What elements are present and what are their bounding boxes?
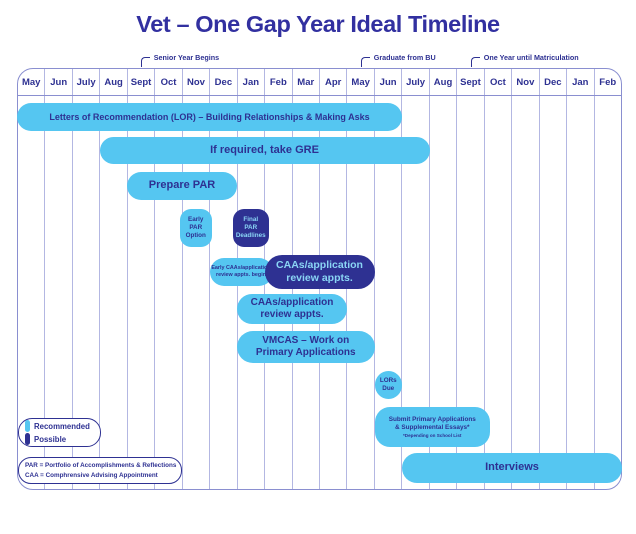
- month-col-6-oct: Oct: [155, 69, 183, 489]
- task-bar-gre: If required, take GRE: [99, 137, 430, 164]
- task-bar-lor: Letters of Recommendation (LOR) – Buildi…: [17, 103, 402, 131]
- task-label-caas_light: CAAs/application review appts.: [250, 296, 334, 320]
- month-header-divider: [17, 95, 622, 96]
- legend: Recommended Possible: [18, 418, 101, 447]
- month-col-2-jun: Jun: [45, 69, 73, 489]
- month-col-7-nov: Nov: [183, 69, 211, 489]
- task-label-final_par: Final PAR Deadlines: [235, 216, 266, 239]
- month-col-21-jan: Jan: [567, 69, 595, 489]
- legend-label-recommended: Recommended: [34, 421, 90, 431]
- task-label-lors_due: LORs Due: [379, 377, 397, 392]
- annotation-label-2: Graduate from BU: [373, 52, 436, 62]
- task-bar-submit: Submit Primary Applications & Supplement…: [374, 407, 490, 447]
- task-bar-prepare_par: Prepare PAR: [127, 172, 237, 200]
- task-label-gre: If required, take GRE: [210, 143, 319, 156]
- task-label-early_par: Early PAR Option: [185, 216, 206, 239]
- month-col-14-jun: Jun: [375, 69, 403, 489]
- task-bar-lors_due: LORs Due: [374, 371, 402, 399]
- annotation-label-1: Senior Year Begins: [153, 52, 220, 62]
- task-label-vmcas: VMCAS – Work on Primary Applications: [255, 334, 356, 358]
- task-label-caas_dark: CAAs/application review appts.: [276, 259, 363, 284]
- legend-item-recommended: Recommended: [25, 420, 100, 432]
- task-bar-vmcas: VMCAS – Work on Primary Applications: [237, 331, 375, 363]
- task-label-early_caas: Early CAAs/application review appts. beg…: [211, 265, 271, 278]
- month-col-1-may: May: [18, 69, 46, 489]
- task-label-interviews: Interviews: [485, 461, 539, 474]
- annotation-connector-icon: [140, 57, 150, 67]
- abbreviation-key-line-2: CAA = Comphrensive Advising Appointment: [25, 471, 158, 479]
- task-bar-early_par: Early PAR Option: [179, 209, 212, 247]
- month-col-3-july: July: [73, 69, 101, 489]
- month-col-15-july: July: [402, 69, 430, 489]
- task-bar-early_caas: Early CAAs/application review appts. beg…: [209, 258, 273, 286]
- month-col-18-oct: Oct: [485, 69, 513, 489]
- task-label-lor: Letters of Recommendation (LOR) – Buildi…: [49, 111, 370, 122]
- task-bar-final_par: Final PAR Deadlines: [232, 209, 269, 247]
- abbreviation-key: PAR = Portfolio of Accomplishments & Ref…: [18, 457, 182, 484]
- task-label-submit: Submit Primary Applications & Supplement…: [388, 415, 476, 431]
- page-title: Vet – One Gap Year Ideal Timeline: [136, 11, 500, 37]
- task-bar-caas_dark: CAAs/application review appts.: [264, 255, 375, 289]
- month-col-22-feb: Feb: [599, 77, 617, 88]
- month-col-16-aug: Aug: [430, 69, 458, 489]
- month-col-19-nov: Nov: [512, 69, 540, 489]
- legend-swatch-recommended-icon: [25, 420, 30, 432]
- task-label-prepare_par: Prepare PAR: [148, 179, 216, 192]
- annotation-label-3: One Year until Matriculation: [483, 52, 579, 62]
- legend-item-possible: Possible: [25, 433, 100, 445]
- abbreviation-key-line-1: PAR = Portfolio of Accomplishments & Ref…: [25, 462, 177, 470]
- month-col-4-aug: Aug: [100, 69, 128, 489]
- task-bar-caas_light: CAAs/application review appts.: [237, 294, 347, 324]
- month-col-5-sept: Sept: [128, 69, 156, 489]
- task-footnote-submit: *Depending on School List: [403, 432, 462, 438]
- legend-swatch-possible-icon: [25, 433, 30, 445]
- month-col-17-sept: Sept: [457, 69, 485, 489]
- legend-label-possible: Possible: [34, 434, 67, 444]
- month-col-13-may: May: [347, 69, 375, 489]
- annotation-connector-icon: [470, 57, 480, 67]
- month-col-20-dec: Dec: [540, 69, 568, 489]
- task-bar-interviews: Interviews: [402, 453, 622, 483]
- annotation-connector-icon: [360, 57, 370, 67]
